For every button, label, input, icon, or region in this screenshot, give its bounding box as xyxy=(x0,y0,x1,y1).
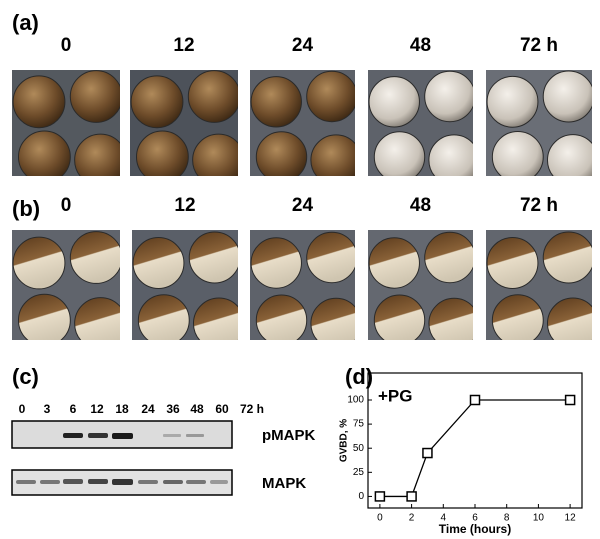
x-axis-label: Time (hours) xyxy=(439,522,511,536)
time-label: 24 xyxy=(292,195,314,216)
time-label: 0 xyxy=(61,195,72,216)
lane-label: 18 xyxy=(115,402,129,416)
egg xyxy=(250,76,302,128)
time-label: 24 xyxy=(292,35,314,56)
lane-label: 3 xyxy=(44,402,51,416)
time-label: 72 h xyxy=(520,195,558,216)
x-tick-label: 8 xyxy=(504,513,510,524)
y-axis-label: GVBD, % xyxy=(339,419,350,462)
data-point xyxy=(374,491,386,502)
egg xyxy=(373,294,426,340)
egg xyxy=(368,76,420,128)
lane-label: 36 xyxy=(166,402,180,416)
panel-label: (a) xyxy=(12,10,39,35)
data-point xyxy=(422,447,433,459)
egg xyxy=(491,130,544,176)
egg xyxy=(188,231,238,284)
time-label: 12 xyxy=(174,195,195,216)
lane-label: 12 xyxy=(90,402,104,416)
egg xyxy=(135,130,189,176)
time-label: 72 h xyxy=(520,35,558,56)
egg xyxy=(192,297,238,340)
egg xyxy=(12,75,66,129)
egg xyxy=(546,134,592,176)
blot-label: MAPK xyxy=(262,475,306,492)
time-label: 12 xyxy=(173,35,194,56)
time-label: 48 xyxy=(410,195,431,216)
egg xyxy=(17,130,71,176)
egg xyxy=(74,297,120,340)
data-point xyxy=(469,394,481,406)
egg xyxy=(17,293,71,340)
egg xyxy=(428,297,473,340)
egg xyxy=(424,231,473,284)
egg xyxy=(486,237,539,289)
lane-label: 48 xyxy=(190,402,204,416)
egg xyxy=(255,294,308,340)
blot-label: pMAPK xyxy=(262,427,315,444)
egg xyxy=(255,131,308,176)
y-tick-label: 50 xyxy=(353,443,365,454)
x-tick-label: 2 xyxy=(409,513,415,524)
x-tick-label: 6 xyxy=(472,513,478,524)
egg xyxy=(306,70,355,123)
egg xyxy=(12,236,66,290)
lane-label: 72 h xyxy=(240,402,264,416)
panel-label: (b) xyxy=(12,196,40,221)
panel-label: (c) xyxy=(12,364,39,389)
lane-label: 24 xyxy=(141,402,155,416)
egg xyxy=(491,294,544,340)
egg xyxy=(373,131,426,176)
egg xyxy=(137,294,190,340)
time-label: 0 xyxy=(61,35,72,56)
egg xyxy=(310,134,355,176)
egg xyxy=(542,231,592,284)
egg xyxy=(250,237,302,289)
data-point xyxy=(564,394,576,406)
y-tick-label: 100 xyxy=(347,395,364,406)
lane-label: 60 xyxy=(215,402,229,416)
lane-label: 0 xyxy=(19,402,26,416)
x-tick-label: 0 xyxy=(377,513,383,524)
y-tick-label: 25 xyxy=(353,467,365,478)
egg xyxy=(69,70,120,123)
y-tick-label: 0 xyxy=(358,491,364,502)
x-tick-label: 10 xyxy=(533,513,545,524)
egg xyxy=(486,75,539,128)
x-tick-label: 4 xyxy=(441,513,447,524)
data-point xyxy=(406,491,417,502)
lane-label: 6 xyxy=(70,402,77,416)
egg xyxy=(428,134,473,176)
egg xyxy=(192,133,238,176)
panel-label: (d) xyxy=(345,364,373,389)
egg xyxy=(546,297,592,340)
egg xyxy=(424,70,473,123)
egg xyxy=(132,237,185,289)
egg xyxy=(130,75,184,129)
western-blot xyxy=(11,420,233,496)
egg xyxy=(542,70,592,123)
data-line xyxy=(379,399,571,498)
x-tick-label: 12 xyxy=(565,513,577,524)
egg xyxy=(310,297,355,340)
egg xyxy=(306,231,355,284)
egg xyxy=(74,133,120,176)
egg xyxy=(187,70,238,123)
annotation: +PG xyxy=(378,386,413,405)
egg xyxy=(69,231,120,284)
time-label: 48 xyxy=(410,35,431,56)
egg xyxy=(368,237,420,289)
y-tick-label: 75 xyxy=(353,419,365,430)
